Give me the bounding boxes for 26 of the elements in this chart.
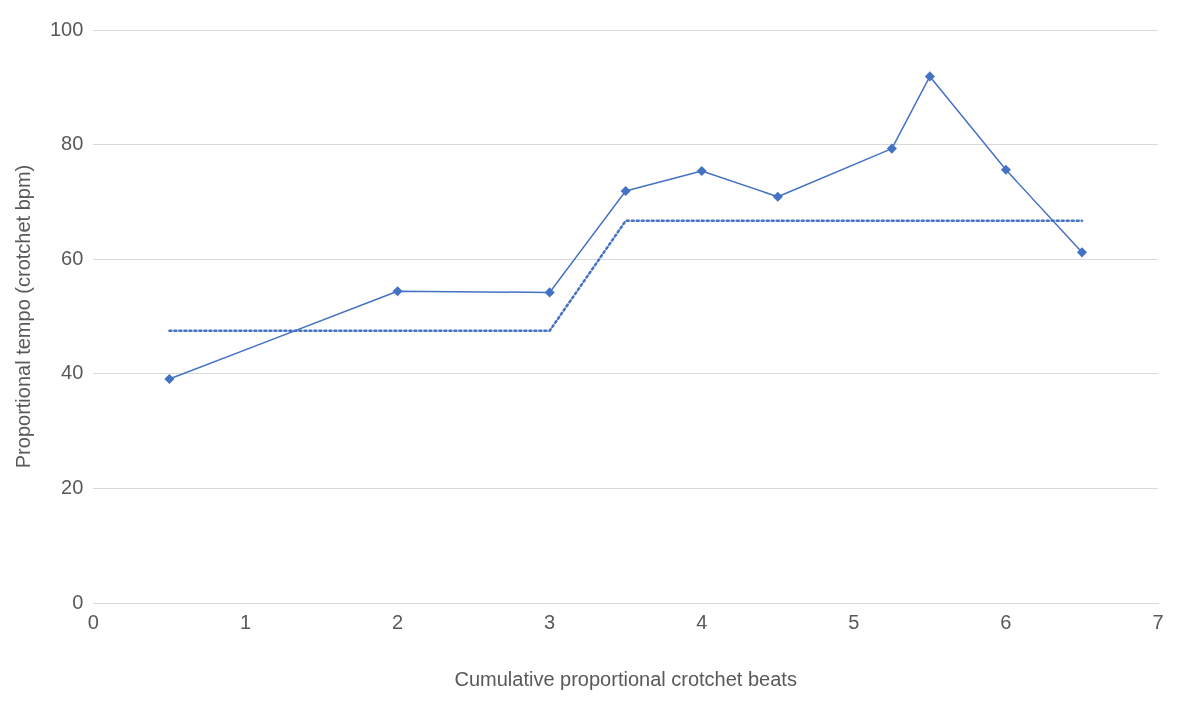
point xyxy=(1077,247,1087,258)
point xyxy=(544,287,555,298)
point xyxy=(925,71,935,82)
x-tick-label: 3 xyxy=(544,610,556,633)
x-tick-label: 4 xyxy=(696,610,708,633)
point xyxy=(620,186,631,196)
y-tick-label: 60 xyxy=(61,246,84,269)
x-tick-label: 5 xyxy=(848,610,860,633)
y-tick-label: 80 xyxy=(61,132,84,155)
point xyxy=(392,286,403,297)
point xyxy=(696,166,707,176)
y-tick-label: 20 xyxy=(61,475,84,498)
y-tick-label: 40 xyxy=(61,361,84,384)
y-axis-title: Proportional tempo (crotchet bpm) xyxy=(11,164,34,469)
point xyxy=(773,191,783,202)
y-tick-label: 100 xyxy=(49,17,84,40)
x-tick-label: 6 xyxy=(1000,610,1012,633)
x-tick-label: 1 xyxy=(239,610,252,633)
point xyxy=(1001,165,1011,175)
x-tick-label: 2 xyxy=(391,610,404,633)
y-tick-label: 0 xyxy=(72,590,84,613)
x-tick-label: 7 xyxy=(1152,610,1164,633)
point xyxy=(164,374,175,384)
point xyxy=(887,143,897,154)
x-tick-label: 0 xyxy=(87,610,99,633)
x-axis-title: Cumulative proportional crotchet beats xyxy=(454,667,797,690)
